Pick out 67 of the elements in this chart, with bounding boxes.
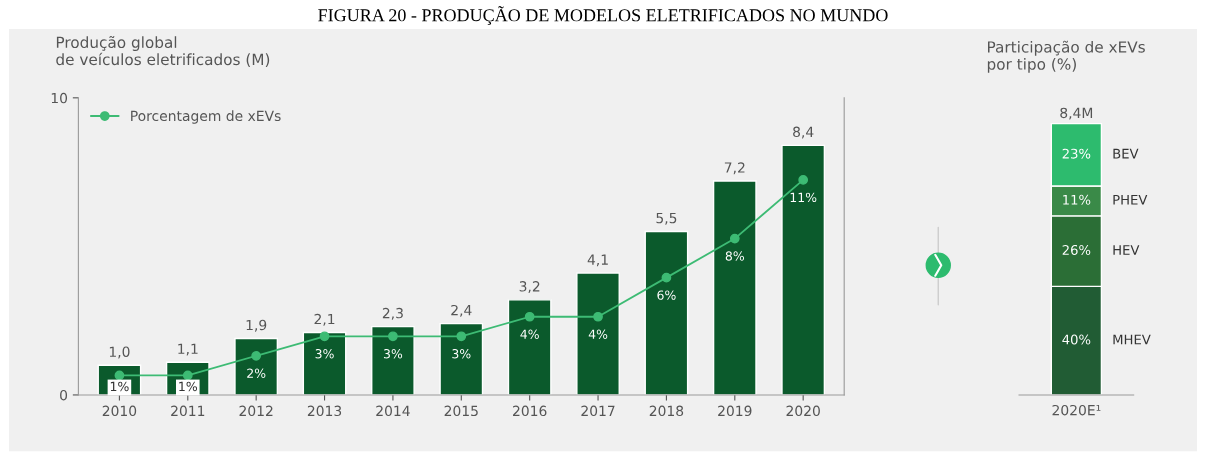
bar	[712, 180, 757, 395]
bar	[781, 144, 826, 395]
data-label: 23%	[1062, 148, 1091, 159]
data-label: 1,1	[178, 343, 198, 356]
chart-title: FIGURA 20 - PRODUÇÃO DE MODELOS ELETRIFICADOS NO MUNDO	[318, 6, 888, 26]
x-tick-label: 2020E¹	[1052, 404, 1101, 416]
bar	[371, 325, 415, 395]
point	[524, 311, 535, 322]
y-tick-label: 0	[60, 389, 68, 401]
point	[456, 331, 467, 342]
series-label: PHEV	[1113, 194, 1148, 205]
data-label: 11%	[790, 192, 817, 203]
data-label: 2,1	[314, 313, 335, 326]
data-label: 7,2	[724, 162, 745, 175]
bar	[644, 230, 689, 395]
point	[251, 350, 262, 361]
point	[661, 272, 672, 283]
x-tick-label: 2016	[513, 405, 547, 417]
data-label: 4%	[520, 329, 539, 339]
point	[798, 175, 809, 185]
x-tick-label: 2011	[171, 405, 205, 417]
data-label: 8,4	[793, 126, 814, 139]
data-label: 8%	[725, 251, 745, 261]
data-label: 2%	[247, 368, 266, 379]
x-tick-label: 2019	[718, 405, 752, 417]
data-label: 1%	[179, 381, 198, 392]
data-label: 3%	[383, 349, 403, 359]
x-tick-label: 2012	[239, 405, 273, 417]
data-label: 2,3	[382, 307, 403, 320]
x-tick-label: 2010	[102, 405, 137, 417]
data-label: 1,0	[109, 346, 130, 359]
x-tick-label: 2013	[307, 405, 342, 417]
data-label: 4,1	[587, 254, 608, 267]
data-label: 4%	[588, 329, 608, 339]
data-label: 6%	[657, 290, 676, 300]
data-label: 2,4	[451, 304, 472, 317]
data-label: 1%	[110, 381, 129, 392]
y-axis-title: Produção global de veículos eletrificados (M)	[56, 35, 270, 67]
data-label: 11%	[1063, 194, 1091, 205]
data-label: 26%	[1062, 244, 1091, 255]
point	[319, 331, 330, 342]
series-label: HEV	[1113, 245, 1140, 255]
x-tick-label: 2017	[581, 405, 615, 417]
data-label: 5,5	[656, 212, 677, 225]
x-tick-label: 2020	[786, 405, 820, 417]
bar	[234, 337, 279, 395]
data-label: 3,2	[519, 281, 540, 294]
bar	[439, 322, 484, 395]
bar	[576, 272, 620, 395]
point	[388, 331, 398, 342]
y-tick-label: 10	[51, 92, 68, 104]
data-label: 40%	[1062, 334, 1091, 345]
data-label: 3%	[452, 349, 471, 359]
x-tick-label: 2018	[649, 405, 684, 417]
chart-title: Participação de xEVs por tipo (%)	[987, 40, 1145, 73]
bar	[302, 331, 347, 395]
x-tick-label: 2014	[376, 405, 410, 417]
x-tick-label: 2015	[444, 405, 478, 417]
series-label: MHEV	[1113, 334, 1151, 345]
data-label: 1,9	[246, 319, 267, 332]
legend-label: Porcentagem de xEVs	[131, 110, 281, 124]
point	[593, 311, 603, 322]
annotation: 8,4M	[1060, 107, 1093, 120]
series-label: BEV	[1113, 148, 1139, 159]
data-label: 3%	[315, 349, 334, 359]
point	[729, 233, 740, 244]
bar	[507, 299, 552, 395]
